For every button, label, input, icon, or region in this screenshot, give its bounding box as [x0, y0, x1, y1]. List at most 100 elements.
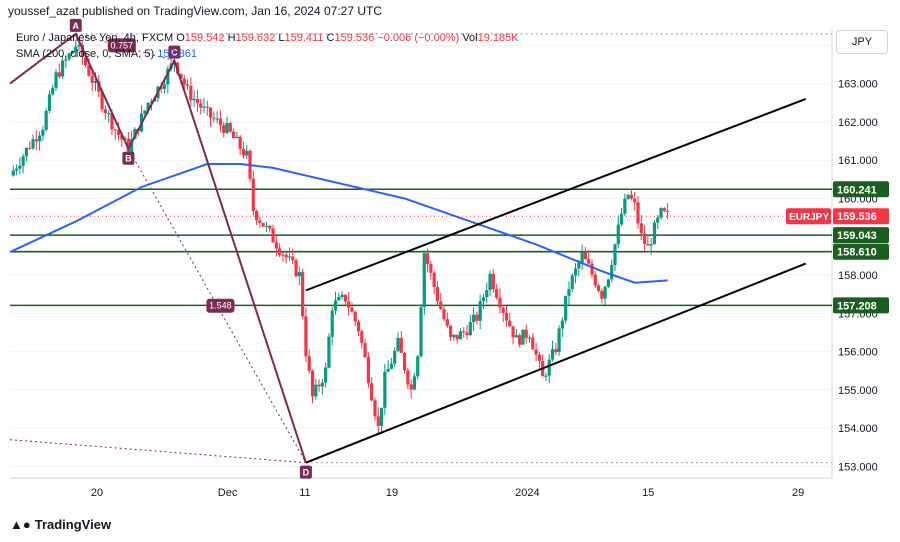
- y-tick-label: 161.000: [838, 155, 878, 167]
- pattern-point-label: A: [73, 21, 80, 31]
- candle-body: [222, 125, 226, 134]
- candle-body: [412, 376, 417, 390]
- candle-body: [389, 363, 394, 369]
- pattern-legs: [9, 32, 307, 463]
- candle-body: [182, 78, 186, 85]
- candle-body: [564, 295, 568, 321]
- candle-body: [465, 332, 469, 336]
- candle-body: [271, 228, 275, 243]
- candle-body: [51, 87, 55, 95]
- candle-body: [14, 168, 19, 171]
- candle-body: [534, 349, 538, 355]
- channel-lines[interactable]: [305, 97, 807, 464]
- candle-body: [432, 272, 436, 288]
- low-label: L: [278, 32, 285, 44]
- currency-button[interactable]: JPY: [836, 30, 888, 54]
- candle-body: [274, 242, 278, 249]
- candle-body: [626, 194, 630, 199]
- candle-body: [235, 136, 239, 139]
- abcd-pattern[interactable]: A B C D 0.757 1.548: [9, 18, 312, 479]
- candle-body: [205, 106, 209, 108]
- candle-body: [307, 356, 311, 371]
- volume-value: 19.185K: [477, 32, 519, 44]
- tradingview-footer[interactable]: ▲● TradingView: [10, 517, 111, 532]
- candle-body: [393, 350, 397, 364]
- candle-body: [567, 289, 571, 296]
- candle-body: [409, 384, 413, 390]
- candle-body: [442, 309, 446, 320]
- candle-body: [245, 150, 249, 156]
- last-price-tag: [833, 208, 889, 225]
- candle-body: [501, 307, 505, 313]
- pattern-ratio-badge: [206, 298, 235, 313]
- candle-body: [192, 98, 196, 101]
- candle-body: [87, 65, 91, 76]
- pattern-point-label: D: [303, 468, 310, 478]
- candle-body: [64, 59, 68, 61]
- sma-legend: SMA (200, close, 0, SMA, 5) 157.861: [16, 48, 197, 60]
- candle-body: [511, 326, 515, 338]
- candle-body: [317, 384, 321, 387]
- candle-body: [340, 294, 344, 297]
- candle-body: [508, 320, 512, 327]
- candle-body: [57, 72, 61, 77]
- candle-body: [455, 334, 459, 340]
- candlesticks: [11, 39, 670, 435]
- close-label: C: [326, 32, 335, 44]
- candle-body: [573, 268, 578, 276]
- candle-body: [652, 222, 657, 245]
- candle-body: [11, 170, 15, 176]
- candle-body: [18, 165, 22, 169]
- candle-body: [547, 359, 551, 376]
- candle-body: [580, 252, 584, 263]
- x-tick-label: 11: [299, 487, 310, 499]
- candle-body: [337, 296, 341, 301]
- candle-body: [44, 110, 48, 130]
- candle-body: [310, 370, 315, 397]
- brand-name: TradingView: [34, 517, 112, 532]
- candle-body: [554, 349, 558, 353]
- candle-body: [439, 301, 443, 310]
- candle-body: [498, 297, 502, 308]
- candle-body: [537, 354, 541, 361]
- candle-body: [37, 135, 42, 142]
- y-tick-label: 158.000: [838, 270, 878, 282]
- candle-body: [133, 128, 137, 139]
- time-axis[interactable]: 20 Dec 11 19 2024 15 29: [91, 487, 804, 499]
- x-tick-label: Dec: [218, 487, 238, 499]
- level-tag: [833, 227, 889, 244]
- candle-body: [333, 300, 338, 311]
- candle-body: [662, 208, 666, 211]
- candle-body: [616, 224, 620, 245]
- pattern-point-badge: [299, 465, 312, 479]
- candle-body: [199, 103, 203, 108]
- candle-body: [179, 73, 183, 79]
- candle-body: [291, 256, 295, 261]
- candle-body: [284, 254, 288, 258]
- candle-body: [399, 337, 403, 354]
- candle-body: [610, 265, 614, 280]
- candle-body: [146, 102, 150, 111]
- pattern-point-label: C: [171, 48, 178, 58]
- candle-body: [666, 210, 670, 212]
- candle-body: [619, 213, 624, 225]
- x-tick-label: 2024: [515, 487, 539, 499]
- candle-body: [659, 208, 663, 218]
- candle-body: [531, 337, 535, 350]
- candle-body: [264, 225, 269, 227]
- candle-body: [468, 322, 472, 336]
- candle-body: [28, 147, 32, 149]
- candle-body: [550, 349, 555, 360]
- candle-body: [113, 129, 117, 131]
- candle-body: [304, 316, 308, 357]
- candle-body: [208, 107, 213, 118]
- tradingview-logo-icon: ▲●: [10, 517, 31, 532]
- candle-body: [297, 272, 301, 277]
- candle-body: [287, 256, 292, 258]
- candle-body: [251, 178, 255, 212]
- candle-body: [185, 84, 190, 86]
- candle-body: [472, 314, 476, 323]
- x-tick-label: 15: [642, 487, 654, 499]
- y-tick-label: 156.000: [838, 347, 878, 359]
